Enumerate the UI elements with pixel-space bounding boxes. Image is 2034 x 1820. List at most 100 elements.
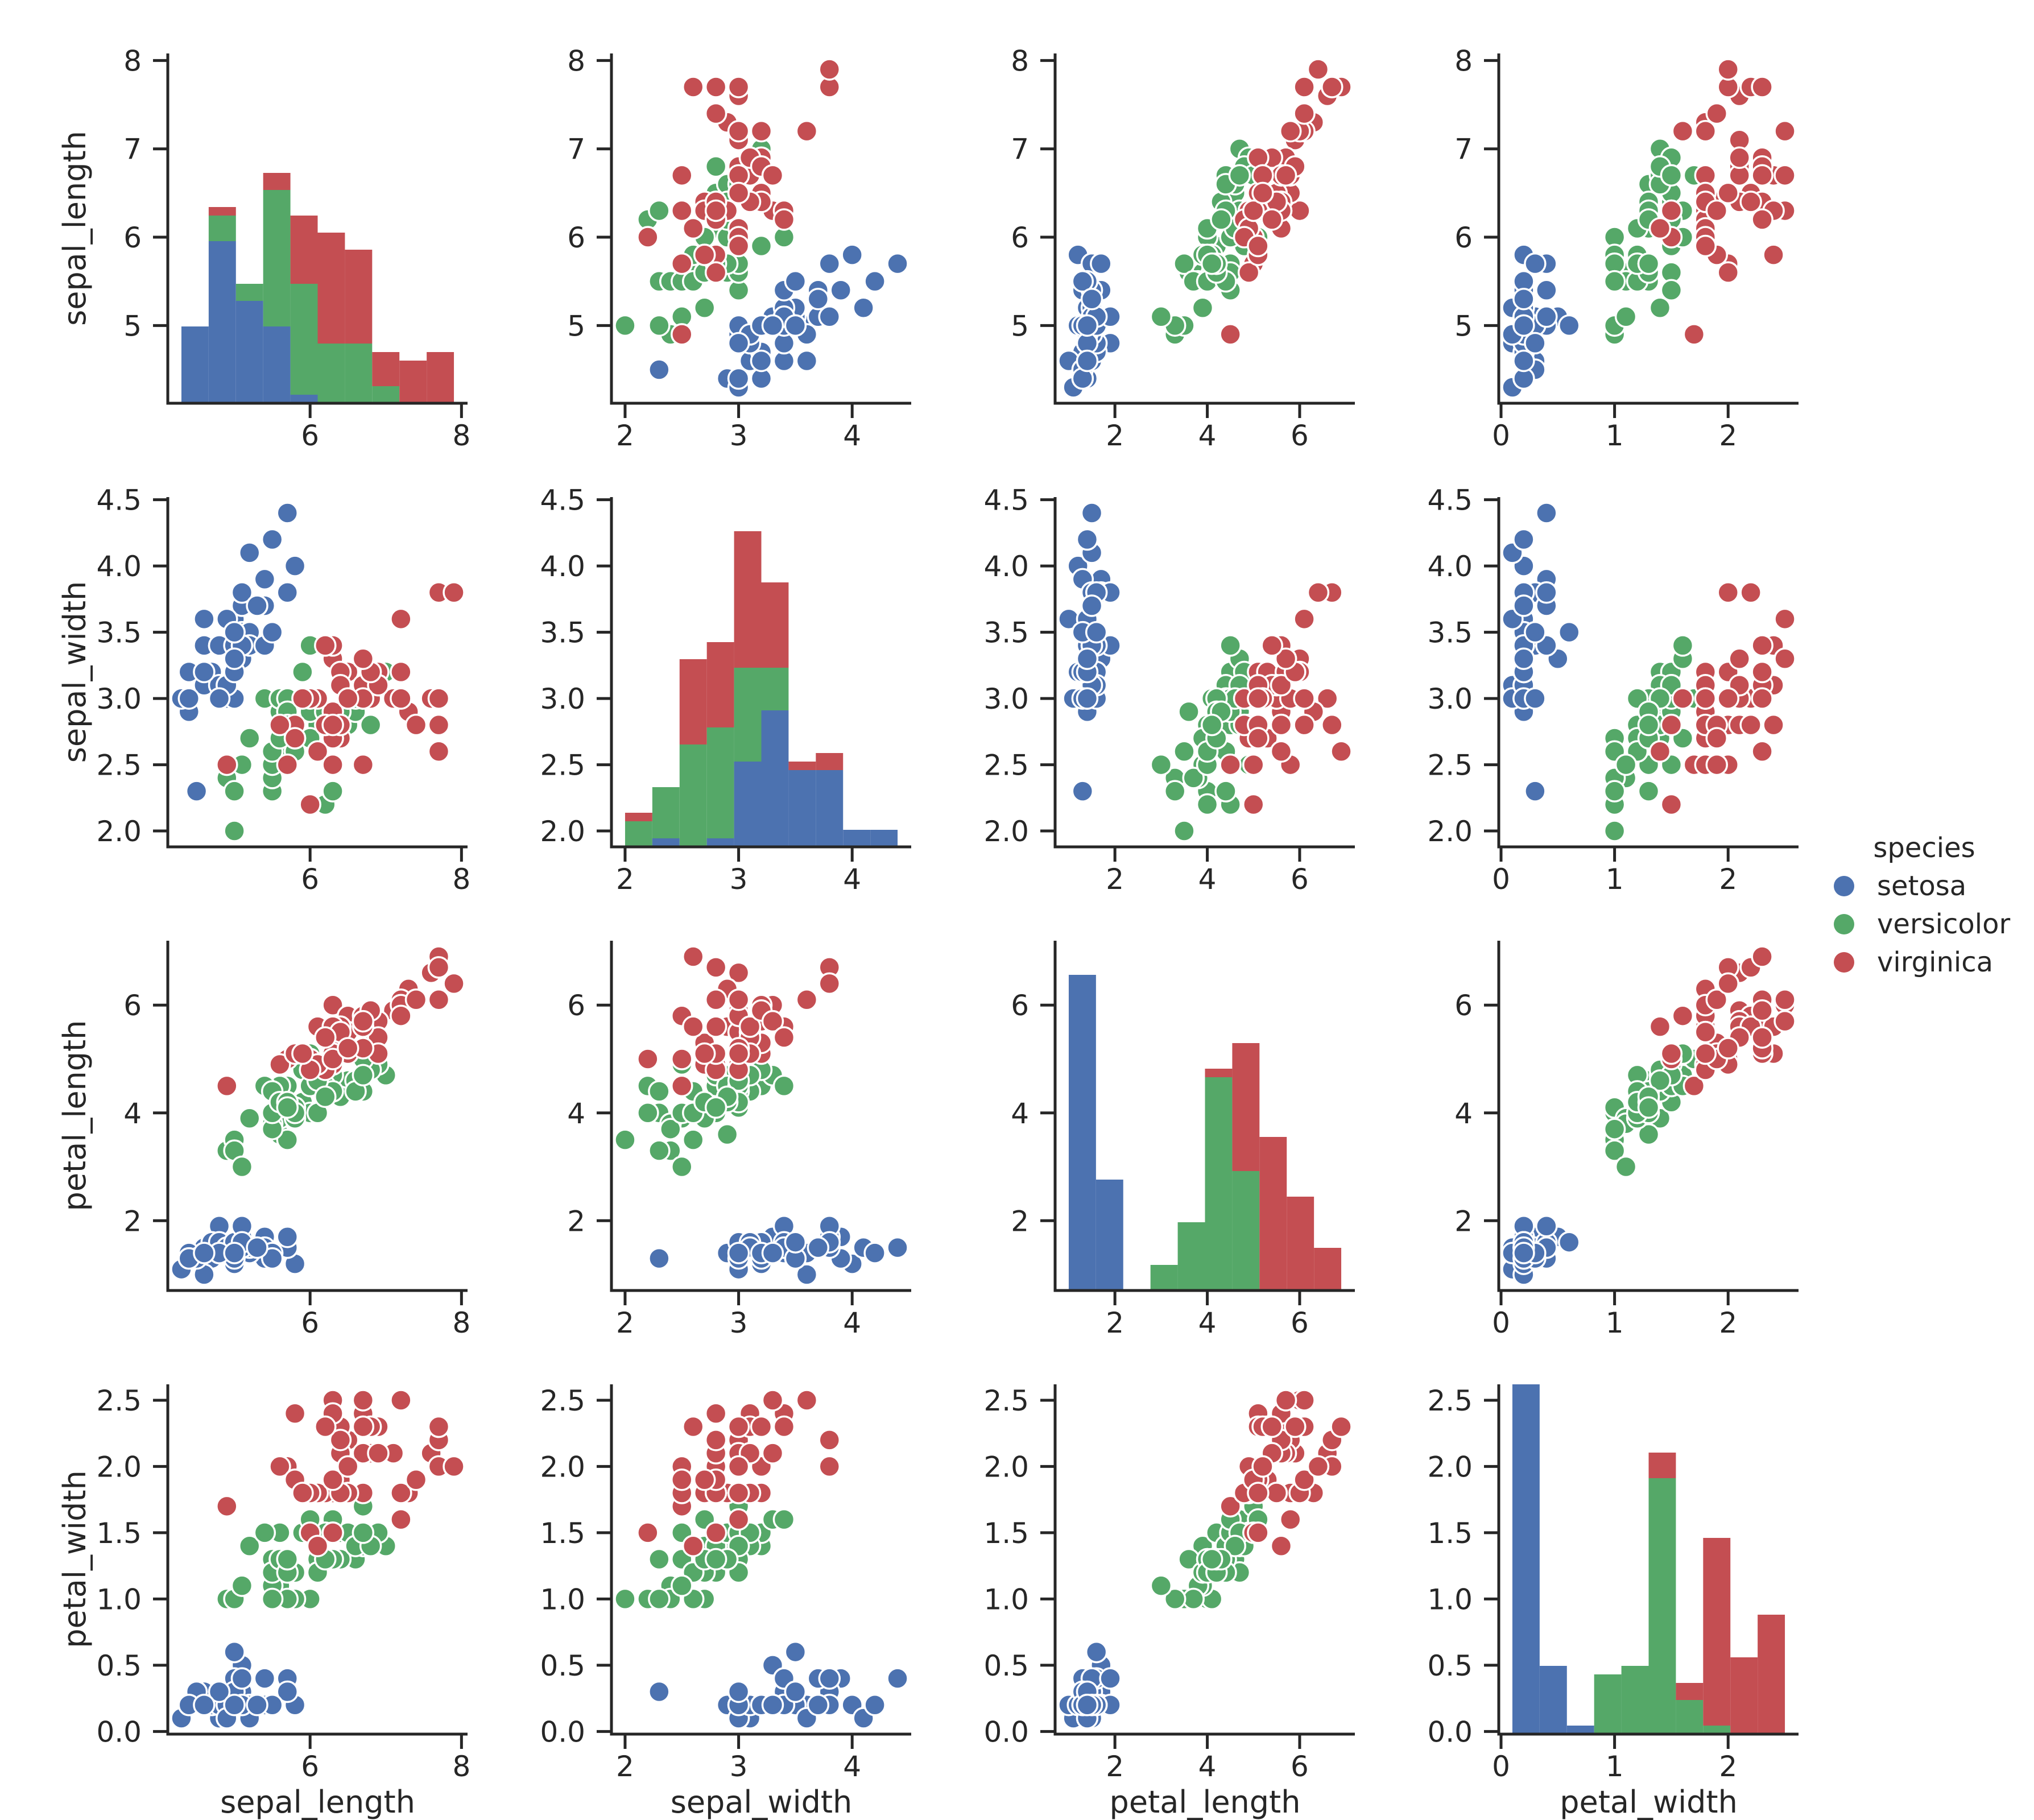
x-tick-label: 2 — [616, 1750, 634, 1783]
scatter-point-setosa — [761, 314, 784, 337]
y-tick-label: 4 — [1011, 1097, 1029, 1130]
hist-bar-versicolor — [625, 821, 652, 847]
scatter-point-virginica — [1694, 1042, 1717, 1065]
scatter-point-virginica — [772, 208, 796, 231]
y-tick-label: 2 — [1011, 1205, 1029, 1238]
scatter-point-setosa — [276, 502, 299, 524]
scatter-point-versicolor — [614, 1128, 636, 1151]
scatter-point-virginica — [1265, 1482, 1288, 1504]
x-tick-label: 0 — [1492, 1306, 1510, 1339]
scatter-point-virginica — [1284, 1415, 1307, 1438]
scatter-points — [1501, 945, 1796, 1286]
scatter-point-virginica — [268, 1053, 291, 1076]
hist-bar-versicolor — [734, 668, 762, 762]
scatter-point-setosa — [863, 270, 886, 293]
hist-bars — [1068, 975, 1342, 1290]
scatter-point-virginica — [727, 1482, 750, 1504]
hist-bar-virginica — [1232, 1043, 1260, 1171]
scatter-point-versicolor — [648, 1080, 671, 1103]
scatter-point-virginica — [329, 1429, 352, 1451]
scatter-point-setosa — [1535, 305, 1558, 328]
hist-bar-virginica — [1730, 1657, 1758, 1734]
scatter-point-versicolor — [1660, 279, 1683, 301]
scatter-point-virginica — [1237, 261, 1260, 284]
y-tick-label: 0.0 — [96, 1715, 142, 1748]
x-tick-label: 4 — [843, 1750, 861, 1783]
scatter-point-virginica — [1247, 234, 1270, 258]
y-tick-label: 2.0 — [540, 815, 585, 848]
scatter-point-setosa — [795, 349, 818, 373]
scatter-point-virginica — [1751, 999, 1773, 1022]
scatter-point-setosa — [283, 555, 307, 577]
scatter-point-virginica — [1682, 323, 1706, 346]
hist-bar-versicolor — [235, 284, 263, 301]
hist-bar-virginica — [290, 216, 318, 284]
scatter-point-virginica — [314, 1415, 337, 1438]
y-tick-label: 3.0 — [96, 682, 142, 715]
scatter-point-virginica — [795, 119, 818, 143]
hist-bar-virginica — [372, 352, 400, 386]
scatter-point-virginica — [818, 1429, 841, 1451]
scatter-point-virginica — [390, 1482, 412, 1504]
scatter-point-versicolor — [1191, 296, 1214, 320]
hist-bar-setosa — [843, 830, 871, 847]
y-ticks: 0.0 0.5 1.0 1.5 2.0 2.5 — [96, 1384, 168, 1748]
subplot-hist-petal_length: 2 4 6 2 4 6 — [1011, 941, 1355, 1339]
scatter-point-setosa — [1076, 687, 1099, 710]
y-tick-label: 3.5 — [983, 617, 1029, 650]
y-tick-label: 3.5 — [96, 617, 142, 650]
versicolor-marker-icon — [1834, 913, 1854, 934]
scatter-point-setosa — [261, 621, 284, 644]
hist-bar-setosa — [870, 830, 898, 847]
scatter-point-setosa — [230, 1667, 254, 1690]
scatter-point-versicolor — [681, 1128, 705, 1151]
scatter-point-versicolor — [648, 1587, 671, 1611]
subplot-petal_width-vs-petal_length: 2 4 6 0.0 0.5 1.0 1.5 2.0 2.5 petal_length — [983, 1384, 1355, 1820]
scatter-point-virginica — [761, 1442, 784, 1465]
y-tick-label: 6 — [123, 989, 142, 1022]
scatter-point-virginica — [1330, 1415, 1353, 1438]
x-tick-label: 4 — [843, 863, 861, 896]
scatter-point-virginica — [681, 1415, 705, 1438]
scatter-point-virginica — [1751, 208, 1773, 231]
scatter-point-setosa — [807, 1694, 830, 1716]
subplot-sepal_width-vs-petal_width: 0 1 2 2.0 2.5 3.0 3.5 4.0 4.5 — [1427, 484, 1799, 896]
scatter-point-virginica — [704, 261, 727, 284]
y-axis-label: petal_length — [57, 1020, 93, 1211]
scatter-point-virginica — [671, 323, 693, 346]
scatter-point-virginica — [1751, 687, 1773, 710]
scatter-points — [1501, 58, 1796, 399]
scatter-point-versicolor — [1603, 820, 1626, 842]
x-ticks: 2 3 4 — [616, 403, 861, 452]
scatter-point-virginica — [818, 58, 841, 81]
x-tick-label: 0 — [1492, 419, 1510, 452]
y-tick-label: 0.0 — [540, 1715, 585, 1748]
x-tick-label: 1 — [1606, 1750, 1624, 1783]
x-tick-label: 6 — [1291, 863, 1309, 896]
hist-bar-virginica — [1259, 1137, 1287, 1290]
scatter-point-setosa — [185, 780, 208, 803]
scatter-point-virginica — [1247, 1482, 1270, 1504]
scatter-point-setosa — [193, 1242, 216, 1264]
x-tick-label: 2 — [1106, 1306, 1124, 1339]
scatter-point-virginica — [681, 217, 705, 240]
scatter-point-virginica — [390, 1389, 412, 1412]
y-tick-label: 3.0 — [983, 682, 1029, 715]
scatter-point-versicolor — [276, 1128, 299, 1151]
x-tick-label: 6 — [301, 1306, 319, 1339]
scatter-point-setosa — [246, 1694, 268, 1716]
scatter-point-virginica — [693, 1042, 716, 1065]
subplot-petal_length-vs-petal_width: 0 1 2 2 4 6 — [1454, 941, 1799, 1339]
legend-item-setosa: setosa — [1830, 867, 2018, 905]
scatter-point-setosa — [648, 1680, 671, 1703]
scatter-point-versicolor — [671, 1155, 693, 1178]
scatter-point-versicolor — [276, 1548, 299, 1571]
y-tick-label: 6 — [567, 989, 585, 1022]
x-tick-label: 8 — [452, 863, 470, 896]
scatter-point-virginica — [314, 634, 337, 657]
x-tick-label: 2 — [1106, 419, 1124, 452]
subplot-hist-petal_width: 0 1 2 0.0 0.5 1.0 1.5 2.0 2.5 petal_width — [1427, 1384, 1799, 1820]
scatter-point-virginica — [1219, 753, 1242, 776]
